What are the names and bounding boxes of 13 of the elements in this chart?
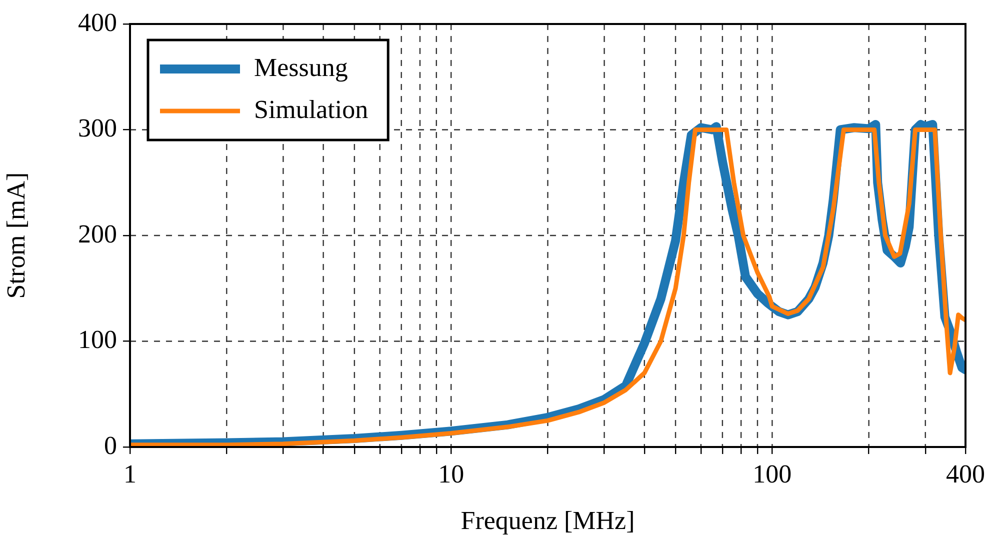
- legend-label: Messung: [254, 52, 348, 82]
- legend-label: Simulation: [254, 94, 368, 124]
- y-tick-label: 200: [78, 219, 117, 248]
- x-tick-label: 400: [946, 459, 985, 488]
- y-tick-label: 300: [78, 114, 117, 143]
- x-axis-title: Frequenz [MHz]: [460, 506, 635, 536]
- x-tick-label: 1: [124, 459, 136, 488]
- x-tick-label: 10: [438, 459, 464, 488]
- y-tick-label: 100: [78, 325, 117, 354]
- y-tick-label: 400: [78, 8, 117, 37]
- y-axis-title: Strom [mA]: [1, 172, 30, 299]
- y-tick-label: 0: [104, 430, 117, 460]
- x-tick-label: 100: [752, 459, 792, 488]
